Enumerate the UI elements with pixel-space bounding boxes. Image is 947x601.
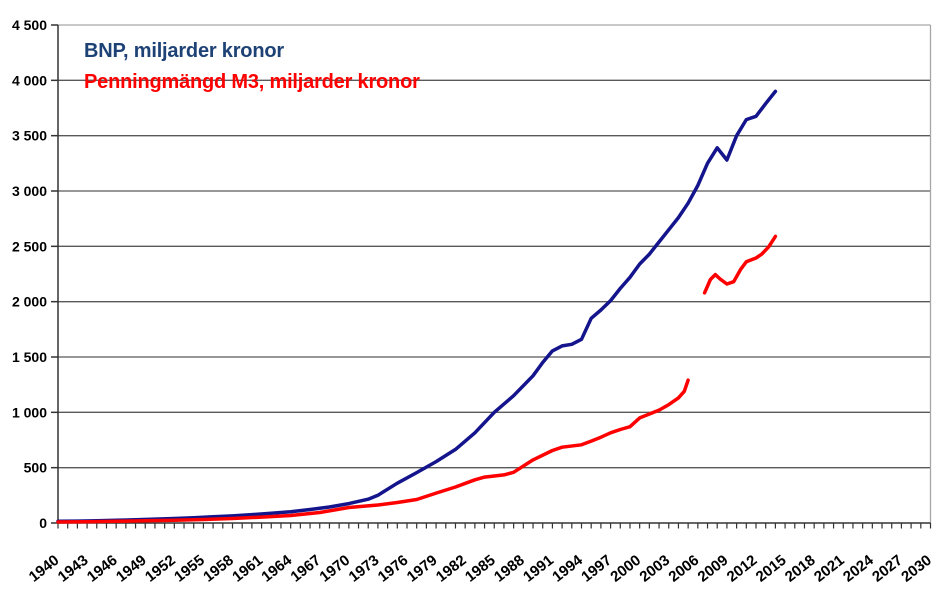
x-tick-label: 2030 [898,552,935,586]
legend-m3-label: Penningmängd M3, miljarder kronor [84,71,420,93]
y-tick-label: 1 500 [12,349,47,365]
x-tick-label: 1946 [84,552,121,586]
y-tick-label: 4 000 [12,72,47,88]
x-tick-label: 1979 [404,552,441,586]
x-tick-label: 1943 [55,552,92,586]
bnp-line [56,89,778,524]
x-tick-label: 2024 [840,551,877,585]
x-tick-label: 1967 [287,552,324,586]
x-tick-label: 1988 [491,552,528,586]
x-tick-label: 2006 [666,552,703,586]
y-tick-label: 500 [24,460,48,476]
x-tick-label: 1982 [433,552,470,586]
x-tick-label: 1964 [258,551,295,585]
x-tick-label: 1973 [346,552,383,586]
y-tick-label: 4 500 [12,17,47,33]
x-tick-label: 2012 [724,552,761,586]
x-tick-label: 1952 [142,552,179,586]
y-tick-label: 3 500 [12,128,47,144]
y-tick-label: 3 000 [12,183,47,199]
x-tick-label: 2009 [695,552,732,586]
x-tick-label: 2015 [753,552,790,586]
x-tick-label: 1976 [375,552,412,586]
x-tick-label: 2003 [636,552,673,586]
x-tick-label: 1985 [462,552,499,586]
x-tick-label: 1940 [26,552,63,586]
x-tick-label: 2000 [607,552,644,586]
y-tick-label: 0 [39,515,47,531]
y-tick-label: 2 000 [12,294,47,310]
x-tick-label: 1991 [520,552,557,586]
x-tick-label: 1994 [549,551,586,585]
x-tick-label: 1955 [171,552,208,586]
legend-bnp-label: BNP, miljarder kronor [84,40,284,62]
y-tick-label: 1 000 [12,404,47,420]
x-tick-label: 1961 [229,552,266,586]
m3-line-segment-2 [702,234,778,295]
x-tick-label: 1970 [317,552,354,586]
x-tick-label: 1958 [200,552,237,586]
x-tick-label: 1997 [578,552,615,586]
legend: BNP, miljarder kronor Penningmängd M3, m… [84,36,420,98]
y-tick-label: 2 500 [12,238,47,254]
x-tick-label: 2027 [869,552,906,586]
x-tick-label: 2021 [811,552,848,586]
m3-line-segment-1 [56,378,690,524]
x-tick-label: 1949 [113,552,150,586]
x-tick-label: 2018 [782,552,819,586]
